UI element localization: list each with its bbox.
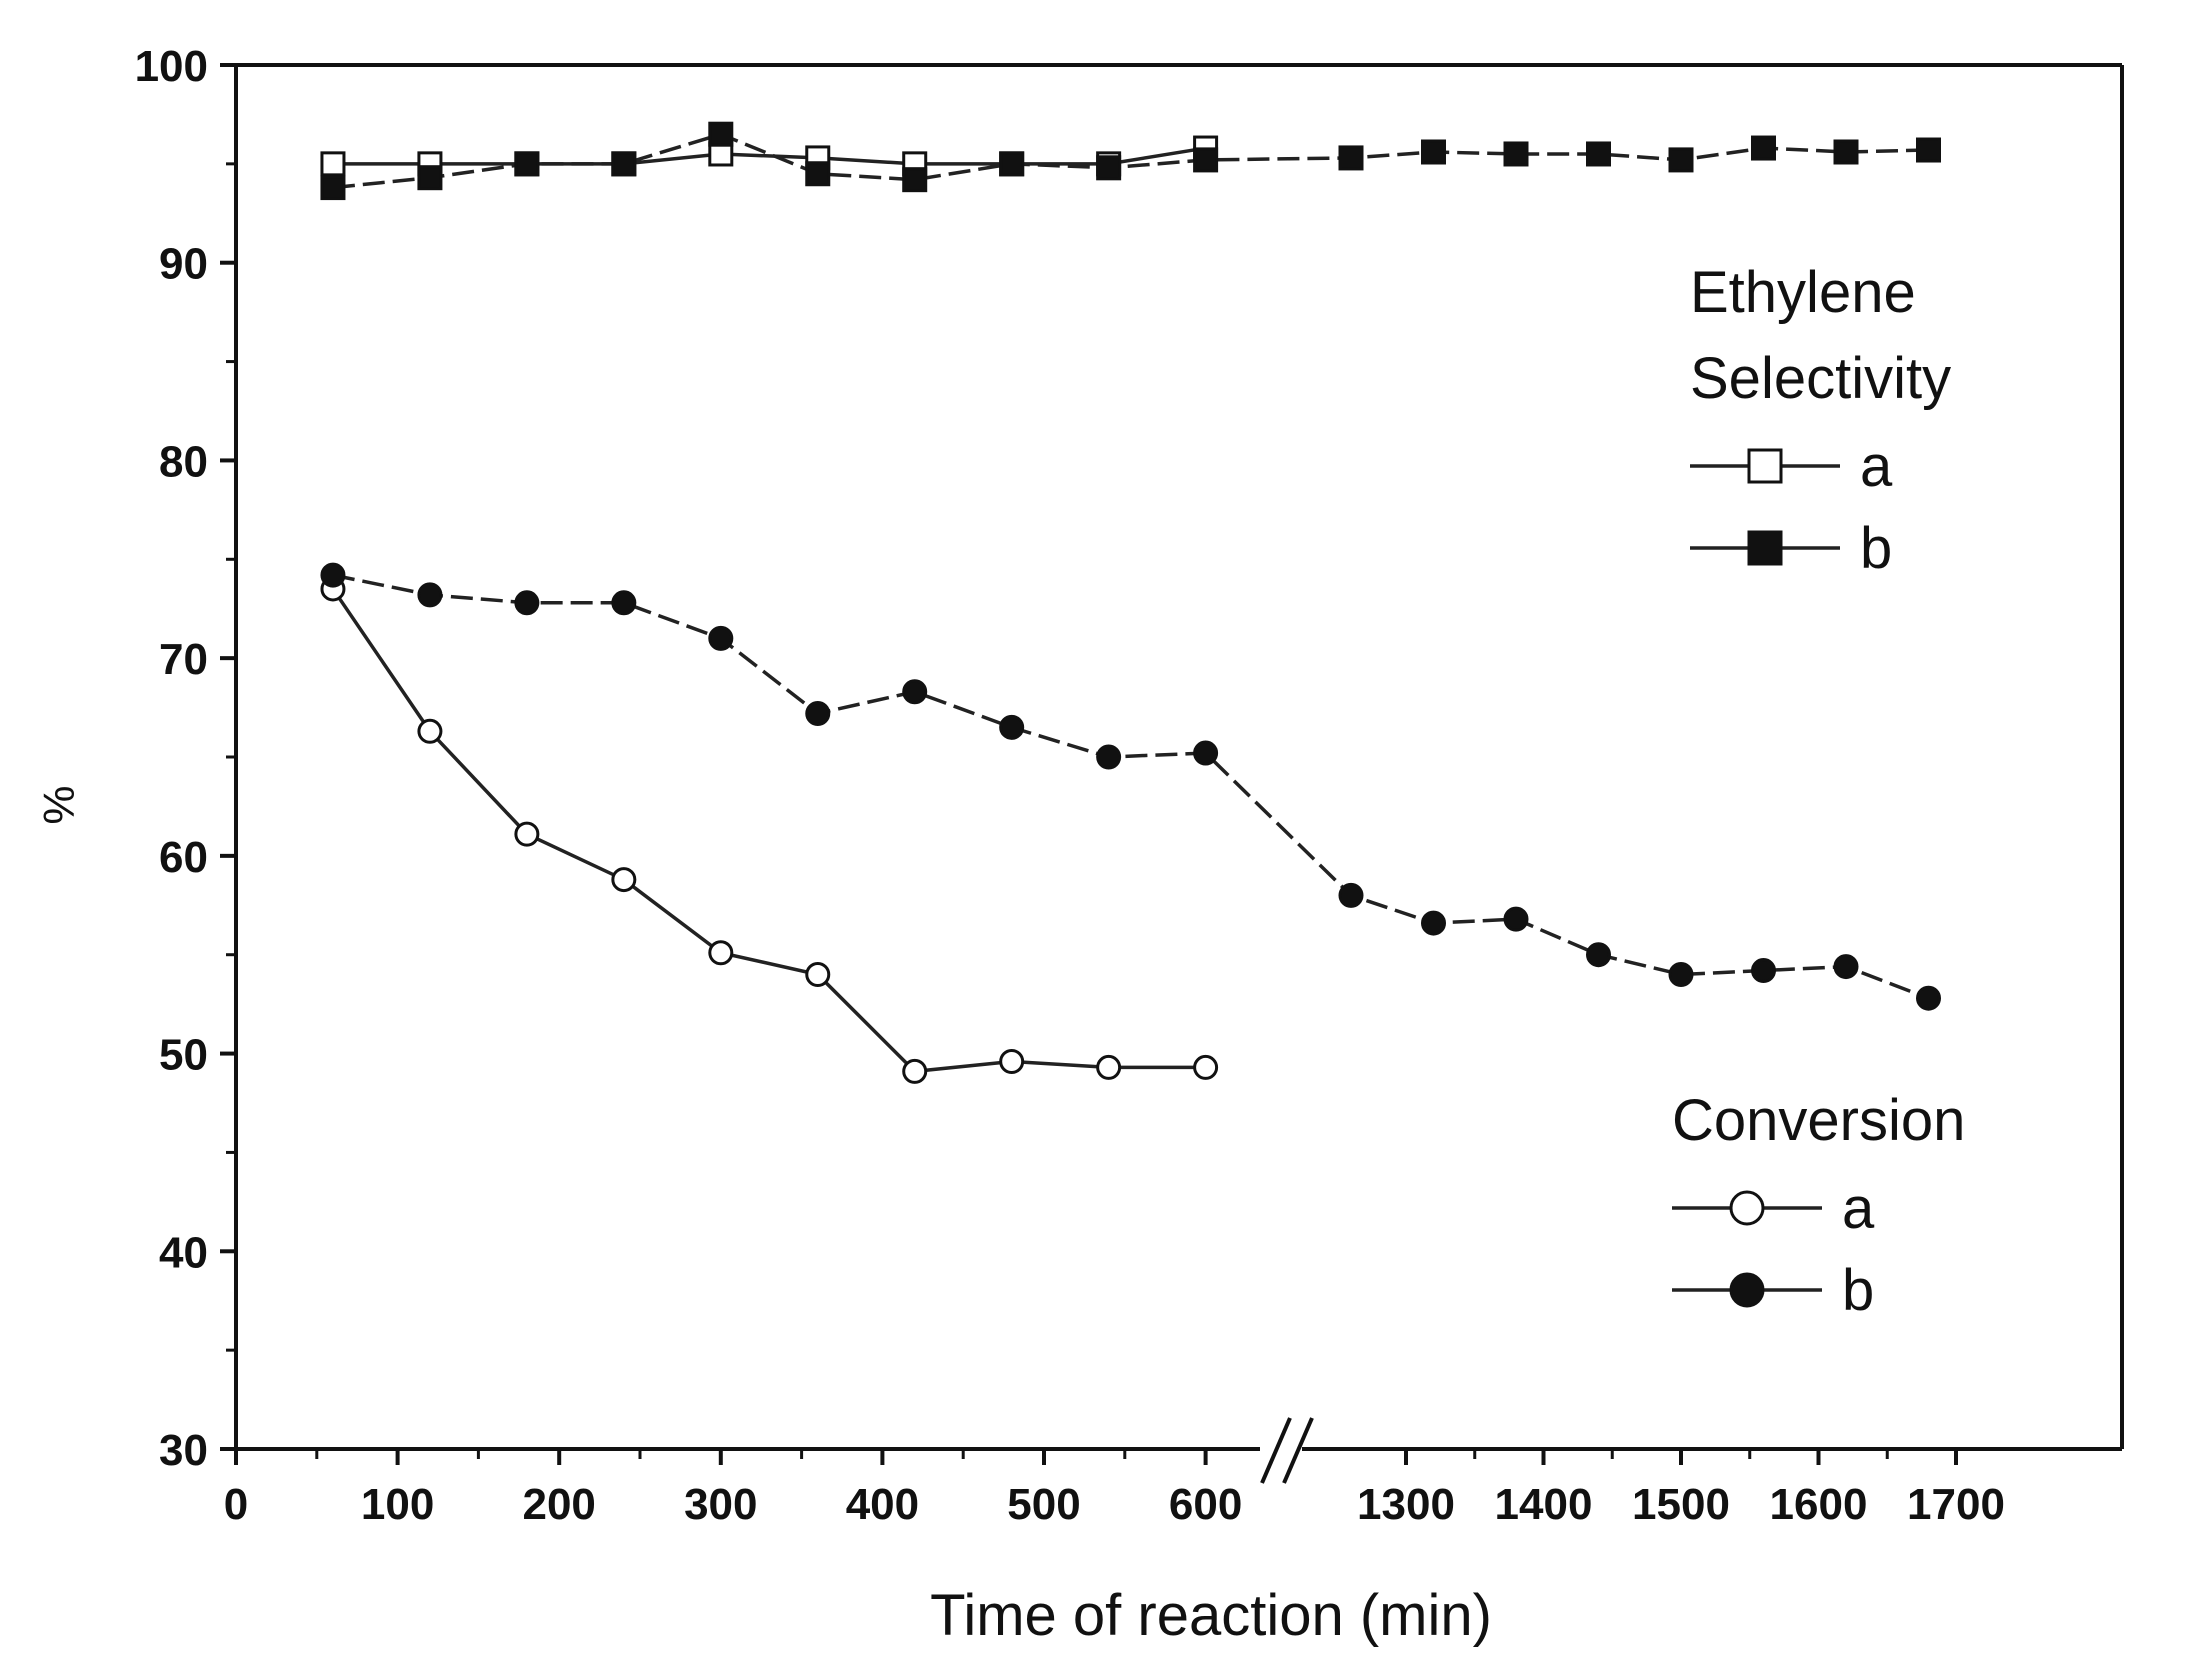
data-point-conversion-a xyxy=(1096,1054,1122,1080)
data-point-conversion-b xyxy=(1586,942,1611,968)
data-point-ethylene-selectivity-b xyxy=(1338,145,1364,171)
data-point-ethylene-selectivity-b xyxy=(514,151,540,177)
data-point-conversion-b xyxy=(1338,882,1364,908)
data-point-ethylene-selectivity-b xyxy=(417,165,443,191)
data-point-conversion-b xyxy=(902,679,928,705)
data-point-ethylene-selectivity-b xyxy=(708,121,734,147)
y-axis-label: % xyxy=(34,785,83,824)
data-point-ethylene-selectivity-b xyxy=(805,161,831,187)
x-tick-label: 1400 xyxy=(1495,1480,1593,1529)
y-tick-label: 30 xyxy=(159,1426,208,1475)
data-point-conversion-a xyxy=(611,867,637,893)
data-point-ethylene-selectivity-b xyxy=(1096,155,1122,181)
data-point-conversion-b xyxy=(320,562,346,588)
data-point-conversion-a xyxy=(999,1048,1025,1074)
data-point-ethylene-selectivity-b xyxy=(902,167,928,193)
x-tick-label: 400 xyxy=(846,1480,919,1529)
data-point-conversion-a xyxy=(417,718,443,744)
series-line-conversion-b xyxy=(332,573,1930,1000)
data-point-conversion-b xyxy=(1421,910,1446,936)
data-point-ethylene-selectivity-b xyxy=(1751,135,1776,161)
data-point-ethylene-selectivity-b xyxy=(1421,139,1446,165)
x-axis-label: Time of reaction (min) xyxy=(930,1583,1492,1648)
chart-axes: 30 40 50 60 70 80 90 100 0 100 200 300 400 500 600 1300… xyxy=(135,42,2124,1529)
data-point-conversion-b xyxy=(1193,740,1219,766)
data-point-conversion-b xyxy=(1096,744,1122,770)
data-point-ethylene-selectivity-b xyxy=(999,151,1025,177)
x-tick-label: 0 xyxy=(224,1480,248,1529)
data-point-conversion-b xyxy=(1916,985,1941,1011)
x-tick-label: 1700 xyxy=(1907,1480,2005,1529)
data-point-conversion-b xyxy=(611,590,637,616)
legend-marker xyxy=(1729,1190,1765,1226)
series-line-ethylene-selectivity-b xyxy=(332,132,1929,190)
series-markers xyxy=(320,121,1941,1084)
data-point-conversion-a xyxy=(805,961,831,987)
legend-title: Selectivity xyxy=(1690,346,1951,411)
x-tick-label: 100 xyxy=(361,1480,434,1529)
series-lines xyxy=(331,132,1930,1074)
data-point-conversion-b xyxy=(514,590,540,616)
y-tick-label: 40 xyxy=(159,1228,208,1277)
data-point-conversion-a xyxy=(708,940,734,966)
y-tick-label: 90 xyxy=(159,240,208,289)
data-point-conversion-b xyxy=(417,582,443,608)
data-point-ethylene-selectivity-b xyxy=(1586,141,1611,167)
data-point-ethylene-selectivity-b xyxy=(611,151,637,177)
data-point-conversion-b xyxy=(708,625,734,651)
data-point-ethylene-selectivity-b xyxy=(1193,147,1219,173)
legend-marker xyxy=(1747,530,1783,566)
legend-label: a xyxy=(1860,434,1893,499)
legend-label: b xyxy=(1860,516,1892,581)
data-point-conversion-a xyxy=(514,821,540,847)
data-point-conversion-b xyxy=(1668,961,1694,987)
data-point-ethylene-selectivity-b xyxy=(1833,139,1859,165)
data-point-ethylene-selectivity-b xyxy=(1503,141,1529,167)
legend-title: Conversion xyxy=(1672,1088,1965,1153)
legend-title: Ethylene xyxy=(1690,260,1916,325)
data-point-ethylene-selectivity-a xyxy=(320,151,346,177)
data-point-ethylene-selectivity-b xyxy=(320,175,346,201)
data-point-conversion-b xyxy=(805,701,831,727)
legend-label: a xyxy=(1842,1176,1875,1241)
legend-marker xyxy=(1729,1272,1765,1308)
data-point-conversion-b xyxy=(999,714,1025,740)
data-point-conversion-b xyxy=(1751,958,1776,984)
y-tick-label: 80 xyxy=(159,437,208,486)
data-point-conversion-b xyxy=(1503,906,1529,932)
data-point-conversion-a xyxy=(1193,1054,1219,1080)
y-tick-label: 60 xyxy=(159,833,208,882)
x-tick-label: 600 xyxy=(1169,1480,1242,1529)
x-tick-label: 200 xyxy=(522,1480,595,1529)
series-line-conversion-a xyxy=(331,587,1206,1074)
x-tick-label: 1500 xyxy=(1632,1480,1730,1529)
series-line-ethylene-selectivity-a xyxy=(332,146,1206,166)
y-tick-label: 100 xyxy=(135,42,208,91)
axis-break-mark xyxy=(1282,1417,1314,1484)
legend-marker xyxy=(1747,448,1783,484)
x-tick-label: 1300 xyxy=(1357,1480,1455,1529)
axis-break-mark xyxy=(1260,1417,1292,1484)
x-tick-label: 1600 xyxy=(1770,1480,1868,1529)
legend-label: b xyxy=(1842,1258,1874,1323)
y-tick-label: 50 xyxy=(159,1031,208,1080)
data-point-conversion-a xyxy=(902,1058,928,1084)
y-tick-label: 70 xyxy=(159,635,208,684)
x-tick-label: 300 xyxy=(684,1480,757,1529)
data-point-ethylene-selectivity-b xyxy=(1916,137,1941,163)
data-point-ethylene-selectivity-b xyxy=(1668,147,1694,173)
x-tick-label: 500 xyxy=(1007,1480,1080,1529)
data-point-conversion-b xyxy=(1833,954,1859,980)
